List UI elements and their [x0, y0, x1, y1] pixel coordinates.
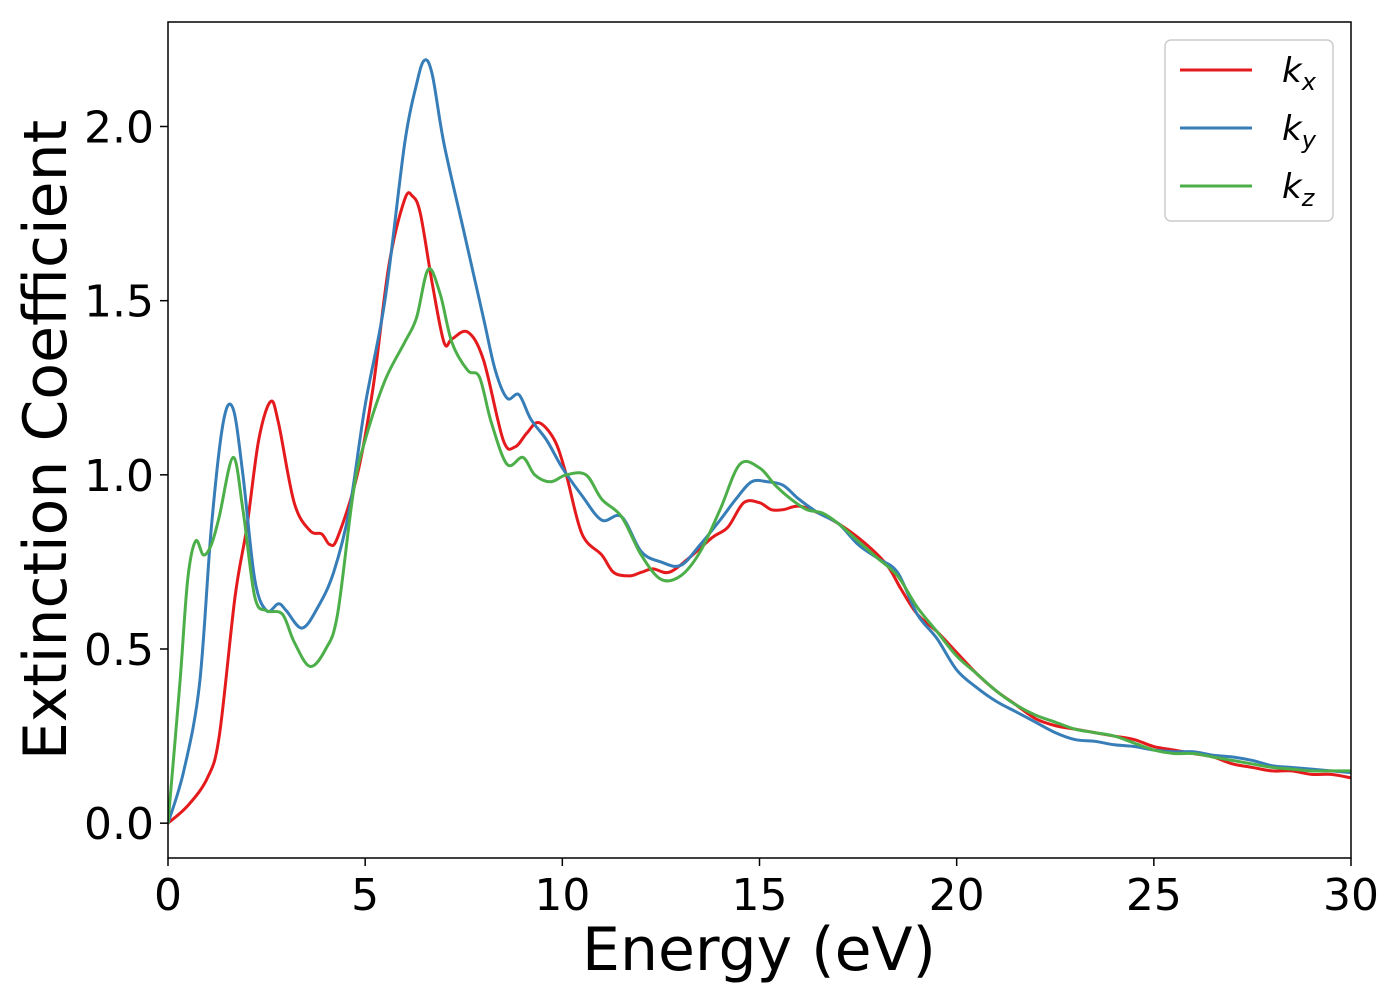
series-line-kx	[168, 191, 1351, 825]
legend: kx ky kz	[1164, 39, 1334, 222]
x-tick-label: 15	[732, 870, 788, 921]
series-line-kz	[168, 267, 1351, 825]
legend-label-ky: ky	[1282, 109, 1317, 154]
x-tick-label: 10	[534, 870, 590, 921]
legend-label-kx: kx	[1282, 51, 1317, 96]
x-tick-label: 0	[154, 870, 182, 921]
legend-box	[1164, 39, 1334, 222]
x-tick-label: 25	[1126, 870, 1182, 921]
y-axis: 0.0 0.5 1.0 1.5 2.0	[84, 103, 168, 850]
y-tick-label: 0.5	[84, 625, 154, 676]
y-tick-label: 1.5	[84, 277, 154, 328]
legend-label-kz: kz	[1282, 167, 1316, 212]
x-tick-label: 20	[929, 870, 985, 921]
y-tick-label: 0.0	[84, 799, 154, 850]
x-tick-label: 30	[1323, 870, 1379, 921]
x-tick-label: 5	[351, 870, 379, 921]
y-tick-label: 2.0	[84, 103, 154, 154]
y-tick-label: 1.0	[84, 451, 154, 502]
y-axis-label: Extinction Coefficient	[11, 120, 81, 760]
series-layer	[168, 58, 1351, 825]
series-line-ky	[168, 58, 1351, 825]
x-axis-label: Energy (eV)	[582, 915, 936, 985]
x-axis: 0 5 10 15 20 25 30	[154, 858, 1379, 921]
